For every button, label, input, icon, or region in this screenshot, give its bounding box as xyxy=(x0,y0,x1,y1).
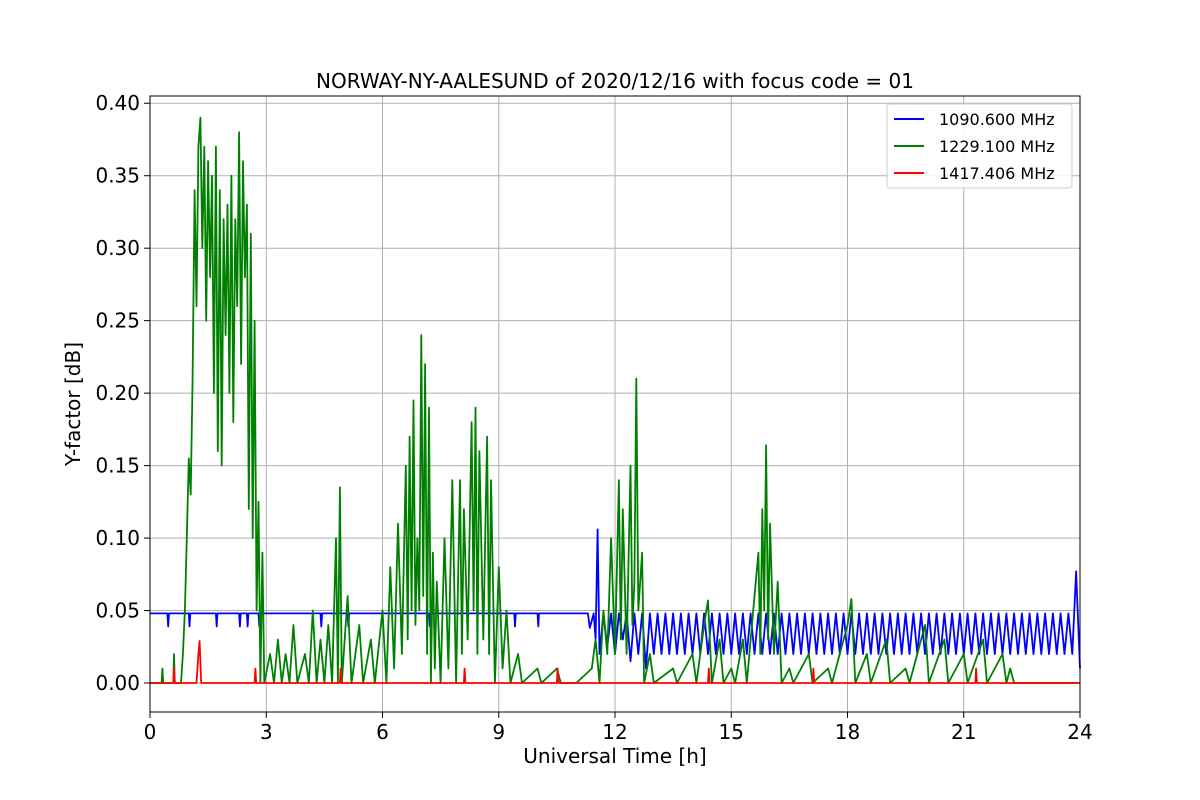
legend-box xyxy=(886,103,1073,189)
chart-title: NORWAY-NY-AALESUND of 2020/12/16 with fo… xyxy=(316,69,914,93)
legend: 1090.600 MHz 1229.100 MHz 1417.406 MHz xyxy=(886,103,1073,189)
y-tick-label: 0.15 xyxy=(95,454,140,478)
y-tick-label: 0.40 xyxy=(95,91,140,115)
x-tick-label: 24 xyxy=(1067,720,1092,744)
series-line-0 xyxy=(150,528,1081,670)
legend-entry-1: 1229.100 MHz xyxy=(939,137,1055,156)
legend-entry-0: 1090.600 MHz xyxy=(939,110,1055,129)
y-tick-label: 0.20 xyxy=(95,381,140,405)
series-line-2 xyxy=(150,640,1080,684)
x-tick-label: 0 xyxy=(144,720,157,744)
y-tick-label: 0.05 xyxy=(95,599,140,623)
x-tick-label: 3 xyxy=(260,720,273,744)
x-tick-label: 15 xyxy=(719,720,744,744)
y-tick-label: 0.25 xyxy=(95,309,140,333)
axis-ticks: 0 3 6 9 12 15 18 21 24 0.00 0.05 0.10 0.15 0.20 0.25 0.… xyxy=(95,91,1092,744)
x-tick-label: 21 xyxy=(951,720,976,744)
legend-entry-2: 1417.406 MHz xyxy=(939,164,1055,183)
series-line-1 xyxy=(150,116,1080,684)
x-tick-label: 12 xyxy=(602,720,627,744)
x-axis-label: Universal Time [h] xyxy=(523,744,706,768)
x-tick-label: 6 xyxy=(376,720,389,744)
plot-series xyxy=(150,116,1081,684)
y-tick-label: 0.10 xyxy=(95,526,140,550)
x-tick-label: 9 xyxy=(492,720,505,744)
y-tick-label: 0.00 xyxy=(95,671,140,695)
y-axis-label: Y-factor [dB] xyxy=(61,342,85,467)
y-tick-label: 0.35 xyxy=(95,164,140,188)
x-tick-label: 18 xyxy=(835,720,860,744)
y-tick-label: 0.30 xyxy=(95,236,140,260)
